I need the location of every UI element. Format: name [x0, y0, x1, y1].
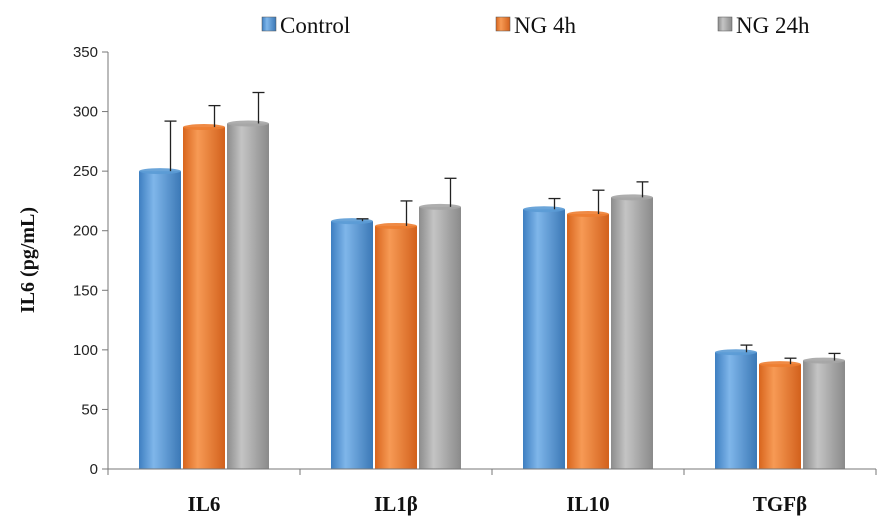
legend-swatch [261, 16, 277, 32]
y-axis-label: IL6 (pg/mL) [17, 207, 39, 313]
bar-ng-24h-1 [419, 206, 461, 469]
y-tick-label: 100 [73, 342, 98, 359]
bar-top-cap [139, 168, 181, 175]
y-tick-label: 300 [73, 104, 98, 121]
bar-ng-24h-0 [227, 123, 269, 469]
y-tick-label: 0 [90, 461, 98, 478]
bar-ng-4h-3 [759, 364, 801, 469]
bar-top-cap [715, 349, 757, 356]
legend-label: Control [280, 13, 350, 38]
bar-top-cap [419, 203, 461, 210]
bar-ng-24h-2 [611, 197, 653, 469]
bar-top-cap [803, 357, 845, 364]
legend-label: NG 24h [736, 13, 810, 38]
x-category-label: TGFβ [753, 492, 807, 516]
bar-control-1 [331, 221, 373, 469]
x-category-label: IL10 [566, 492, 609, 516]
x-category-label: IL6 [188, 492, 221, 516]
bar-ng-4h-2 [567, 214, 609, 469]
bar-top-cap [227, 120, 269, 127]
bar-top-cap [759, 361, 801, 368]
legend: Control NG 4h NG 24h [261, 13, 810, 38]
bar-top-cap [611, 194, 653, 201]
y-axis: 0 50 100 150 200 250 300 350 [73, 44, 109, 478]
legend-swatch [495, 16, 511, 32]
legend-label: NG 4h [514, 13, 576, 38]
y-tick-label: 250 [73, 163, 98, 180]
bars [139, 91, 845, 470]
legend-swatch [717, 16, 733, 32]
x-axis: IL6 IL1β IL10 TGFβ [107, 468, 877, 516]
bar-control-3 [715, 352, 757, 469]
bar-top-cap [183, 124, 225, 131]
bar-top-cap [375, 222, 417, 229]
bar-ng-4h-1 [375, 225, 417, 469]
bar-ng-24h-3 [803, 360, 845, 469]
y-tick-label: 150 [73, 282, 98, 299]
y-tick-label: 50 [81, 401, 98, 418]
bar-ng-4h-0 [183, 127, 225, 469]
bar-control-0 [139, 171, 181, 469]
y-tick-label: 200 [73, 223, 98, 240]
bar-top-cap [567, 211, 609, 218]
bar-top-cap [523, 206, 565, 213]
y-tick-label: 350 [73, 44, 98, 61]
bar-control-2 [523, 209, 565, 470]
x-category-label: IL1β [374, 492, 418, 516]
